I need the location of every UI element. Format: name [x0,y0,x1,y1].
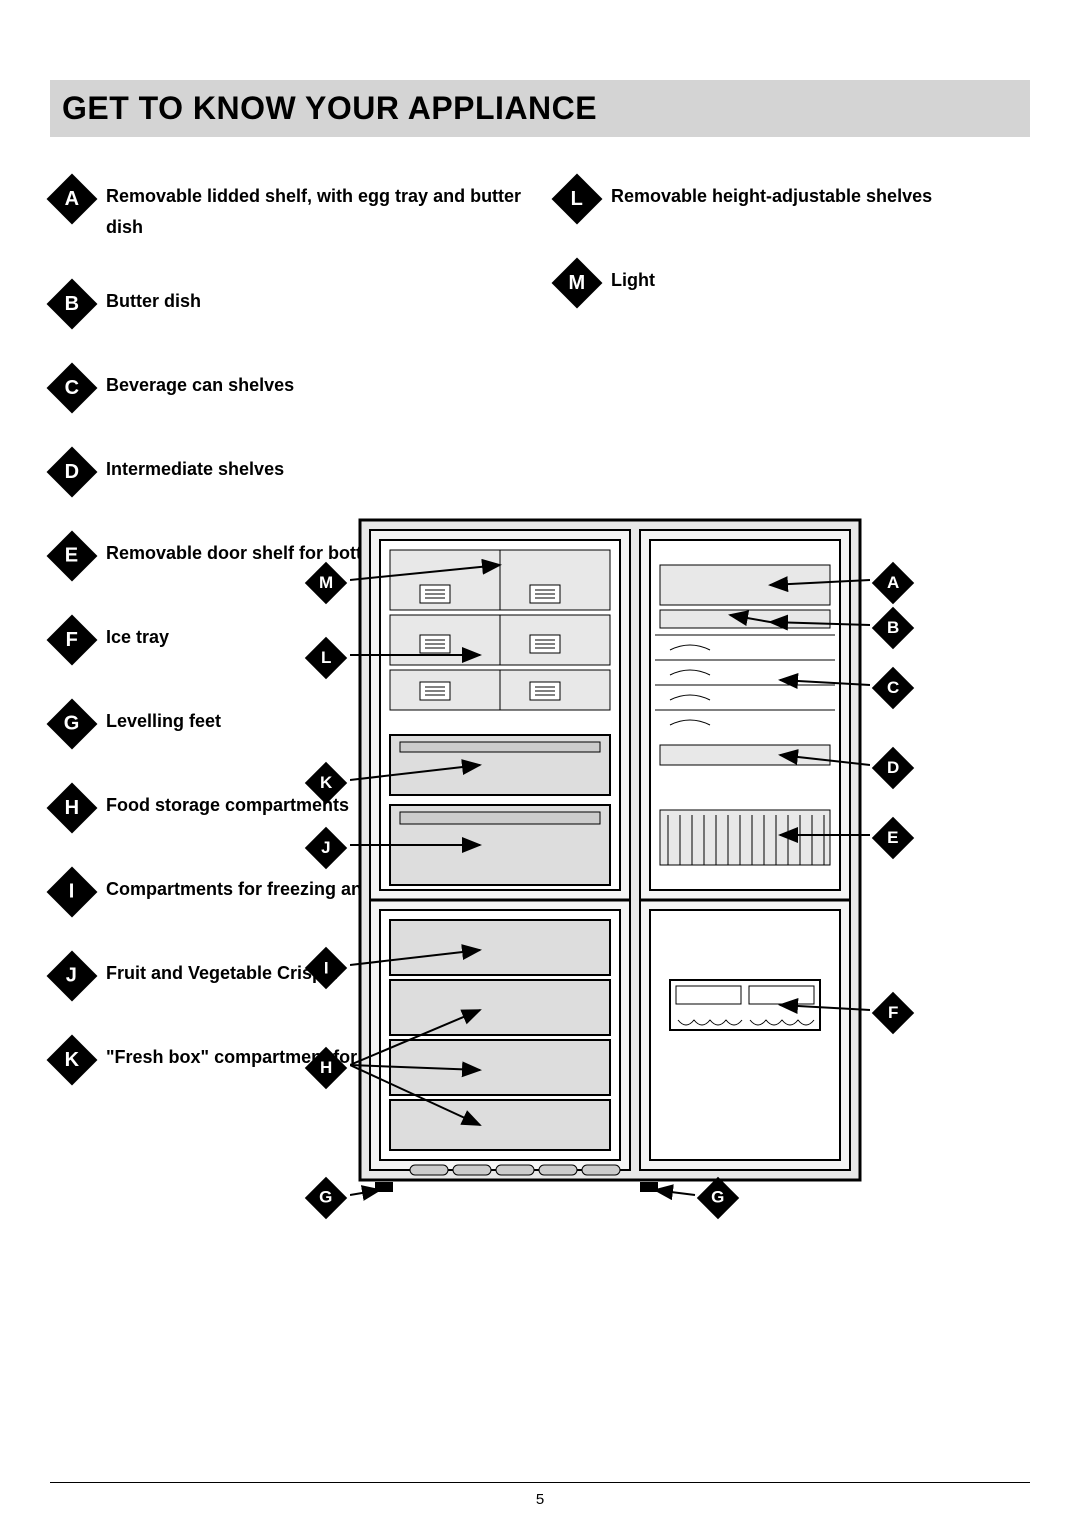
diamond-marker-icon: C [47,363,98,414]
diagram-marker-c: C [875,670,911,706]
diamond-letter: G [64,713,80,736]
diamond-letter: A [887,573,899,593]
diamond-marker-icon: E [47,531,98,582]
diamond-marker-icon: G [697,1177,739,1219]
diamond-marker-icon: B [872,607,914,649]
diamond-letter: C [65,377,79,400]
page-number: 5 [50,1482,1030,1508]
diagram-marker-k: K [308,765,344,801]
diamond-marker-icon: F [872,992,914,1034]
diamond-letter: J [321,838,330,858]
diamond-marker-icon: L [552,174,603,225]
diamond-letter: F [888,1003,898,1023]
diamond-marker-icon: M [552,258,603,309]
diagram-marker-l: L [308,640,344,676]
legend-item-b: B Butter dish [50,282,525,326]
diagram-marker-d: D [875,750,911,786]
diamond-marker-icon: A [47,174,98,225]
legend-label: Intermediate shelves [106,450,284,485]
diamond-letter: A [65,187,79,210]
diamond-letter: I [69,881,75,904]
diamond-letter: L [321,648,331,668]
diagram-marker-m: M [308,565,344,601]
diamond-marker-icon: D [872,747,914,789]
diamond-letter: L [571,188,583,211]
diamond-marker-icon: L [305,637,347,679]
diamond-letter: H [65,797,79,820]
diamond-letter: K [65,1049,79,1072]
diamond-letter: H [320,1058,332,1078]
legend-label: Removable lidded shelf, with egg tray an… [106,177,525,242]
title-bar: GET TO KNOW YOUR APPLIANCE [50,80,1030,137]
diamond-marker-icon: C [872,667,914,709]
diagram-marker-g: G [700,1180,736,1216]
diagram-marker-g: G [308,1180,344,1216]
diamond-marker-icon: E [872,817,914,859]
diagram-marker-e: E [875,820,911,856]
legend-label: Levelling feet [106,702,221,737]
diamond-letter: G [711,1188,724,1208]
diamond-marker-icon: K [305,762,347,804]
legend-label: Butter dish [106,282,201,317]
legend-item-a: A Removable lidded shelf, with egg tray a… [50,177,525,242]
page-title: GET TO KNOW YOUR APPLIANCE [62,90,1018,127]
appliance-diagram: M L K J I H G A B C D E F G [300,510,920,1280]
diamond-marker-icon: K [47,1035,98,1086]
legend-label: Ice tray [106,618,169,653]
diamond-marker-icon: I [305,947,347,989]
legend-item-m: M Light [555,261,1030,305]
diagram-marker-f: F [875,995,911,1031]
diamond-letter: F [66,629,78,652]
fridge-illustration [350,510,870,1230]
legend-item-l: L Removable height-adjustable shelves [555,177,1030,221]
diamond-letter: M [319,573,333,593]
diamond-letter: E [65,545,78,568]
diagram-marker-b: B [875,610,911,646]
diamond-letter: C [887,678,899,698]
diamond-letter: E [887,828,898,848]
diamond-marker-icon: G [47,699,98,750]
legend-item-d: D Intermediate shelves [50,450,525,494]
diamond-marker-icon: A [872,562,914,604]
diamond-letter: G [319,1188,332,1208]
diagram-marker-a: A [875,565,911,601]
legend-label: Beverage can shelves [106,366,294,401]
diamond-marker-icon: G [305,1177,347,1219]
diamond-marker-icon: F [47,615,98,666]
diamond-marker-icon: J [305,827,347,869]
diamond-letter: K [320,773,332,793]
diamond-letter: B [65,293,79,316]
legend-label: Removable height-adjustable shelves [611,177,932,212]
legend-label: Light [611,261,655,296]
page-number-value: 5 [536,1491,544,1508]
diamond-marker-icon: B [47,279,98,330]
diamond-marker-icon: J [47,951,98,1002]
diamond-letter: M [569,271,586,294]
diamond-letter: D [65,461,79,484]
diamond-marker-icon: I [47,867,98,918]
diamond-marker-icon: D [47,447,98,498]
diagram-marker-h: H [308,1050,344,1086]
diamond-marker-icon: H [47,783,98,834]
diamond-marker-icon: M [305,562,347,604]
diamond-letter: I [324,958,329,978]
diamond-letter: B [887,618,899,638]
diagram-marker-i: I [308,950,344,986]
legend-item-c: C Beverage can shelves [50,366,525,410]
diamond-marker-icon: H [305,1047,347,1089]
diamond-letter: D [887,758,899,778]
diagram-marker-j: J [308,830,344,866]
diamond-letter: J [66,965,77,988]
